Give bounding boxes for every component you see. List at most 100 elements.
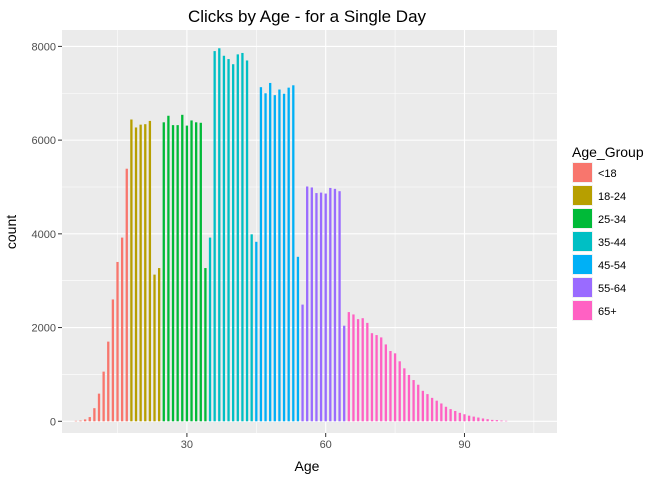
bar	[264, 93, 267, 422]
bar	[407, 374, 411, 422]
x-axis: 30 60 90	[181, 433, 471, 451]
legend-swatch	[573, 186, 592, 205]
bar	[421, 390, 424, 422]
x-tick-label: 90	[458, 439, 470, 451]
bar	[343, 325, 346, 422]
x-tick-label: 30	[181, 439, 193, 451]
legend-label: 18-24	[598, 191, 626, 203]
bar	[481, 418, 485, 422]
y-tick-label: 0	[50, 416, 56, 428]
bar	[130, 119, 133, 422]
bar	[204, 268, 207, 422]
legend-swatch	[573, 163, 592, 182]
x-tick-label: 60	[320, 439, 332, 451]
bar	[333, 188, 337, 422]
bar	[97, 393, 101, 422]
bar	[185, 125, 189, 422]
bar	[287, 87, 290, 422]
bar	[458, 412, 462, 422]
bar	[227, 59, 230, 422]
bar	[148, 120, 152, 422]
legend-label: 35-44	[598, 237, 626, 249]
bar	[255, 241, 258, 422]
bar	[282, 93, 286, 422]
legend-label: 65+	[598, 306, 617, 318]
legend-swatch	[573, 255, 592, 274]
bar	[380, 337, 383, 422]
bar	[176, 125, 179, 422]
bar	[195, 122, 198, 422]
bar	[241, 52, 244, 422]
bar	[93, 408, 96, 422]
bar	[190, 120, 193, 422]
plot-panel	[62, 30, 557, 433]
bar	[310, 187, 313, 422]
legend-swatch	[573, 301, 592, 320]
bar	[491, 419, 494, 422]
bar	[144, 124, 147, 422]
bar	[171, 125, 175, 422]
bar	[157, 268, 161, 422]
bar	[338, 191, 341, 422]
bar	[352, 314, 355, 422]
y-tick-label: 8000	[32, 41, 56, 53]
bar	[393, 353, 397, 422]
bar	[199, 122, 202, 422]
bar	[213, 51, 216, 422]
bar	[403, 368, 406, 422]
y-axis-title: count	[3, 215, 19, 249]
bar	[250, 234, 253, 422]
bar	[245, 60, 249, 422]
bar	[375, 335, 378, 422]
bar	[389, 350, 392, 422]
bar	[269, 82, 272, 422]
bar	[167, 115, 170, 422]
bar	[500, 420, 503, 422]
y-axis: 0 2000 4000 6000 8000	[32, 41, 62, 428]
bar	[467, 415, 471, 422]
bar	[139, 124, 142, 422]
bar	[296, 256, 300, 422]
bar	[356, 319, 360, 422]
legend-label: <18	[598, 168, 617, 180]
bars	[74, 48, 508, 422]
bar	[370, 333, 374, 422]
bar	[111, 299, 115, 422]
bar	[88, 417, 91, 422]
bar	[208, 237, 212, 422]
bar	[259, 87, 263, 422]
bar	[463, 414, 466, 422]
bar	[162, 122, 165, 422]
legend-label: 55-64	[598, 283, 626, 295]
bar	[301, 304, 304, 422]
bar	[426, 394, 429, 422]
legend: Age_Group <18 18-24 25-34 35-44 45-54 55-64 65…	[572, 144, 644, 321]
bar	[412, 380, 415, 422]
bar	[329, 187, 332, 422]
bar	[102, 371, 105, 422]
bar	[361, 318, 364, 422]
bar	[398, 361, 401, 422]
bar	[315, 193, 318, 422]
chart-title: Clicks by Age - for a Single Day	[188, 7, 427, 26]
bar	[347, 312, 350, 422]
legend-swatch	[573, 209, 592, 228]
legend-items: <18 18-24 25-34 35-44 45-54 55-64 65+	[572, 162, 626, 321]
bar	[366, 322, 369, 422]
bar	[181, 114, 184, 422]
y-tick-label: 6000	[32, 135, 56, 147]
bar	[324, 193, 327, 422]
legend-label: 45-54	[598, 260, 626, 272]
bar	[107, 341, 110, 422]
bar	[273, 95, 276, 422]
bar	[435, 400, 438, 422]
bar	[278, 89, 281, 422]
bar	[384, 344, 387, 422]
bar	[236, 54, 239, 422]
bar	[125, 168, 128, 422]
bar	[477, 417, 480, 422]
bar	[153, 274, 156, 422]
bar	[449, 409, 452, 422]
bar	[232, 64, 235, 422]
